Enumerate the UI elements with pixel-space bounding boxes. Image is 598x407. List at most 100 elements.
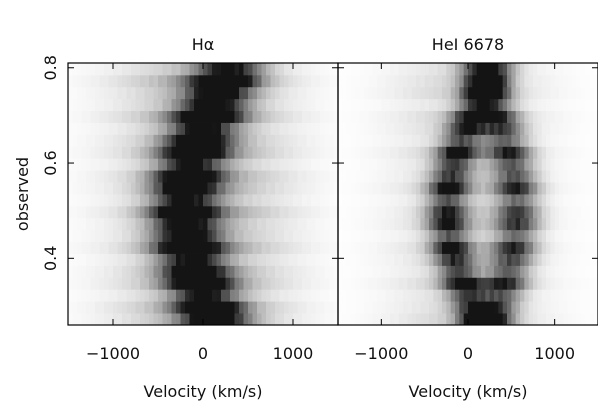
heatmap-cell — [252, 253, 258, 266]
heatmap-cell — [153, 217, 159, 231]
heatmap-cell — [176, 194, 181, 207]
heatmap-cell — [381, 158, 387, 171]
heatmap-cell — [68, 98, 73, 112]
heatmap-cell — [284, 194, 289, 207]
heatmap-cell — [162, 289, 168, 302]
heatmap-cell — [234, 63, 240, 76]
heatmap-cell — [472, 170, 478, 183]
heatmap-cell — [442, 265, 447, 278]
heatmap-cell — [257, 229, 262, 243]
heatmap-cell — [306, 182, 312, 195]
heatmap-cell — [266, 241, 271, 254]
heatmap-cell — [306, 98, 312, 112]
heatmap-cell — [359, 253, 365, 266]
heatmap-cell — [494, 289, 499, 302]
heatmap-cell — [329, 146, 334, 159]
heatmap-cell — [385, 217, 391, 231]
heatmap-cell — [385, 134, 391, 147]
heatmap-cell — [398, 134, 404, 147]
heatmap-cell — [342, 205, 348, 219]
heatmap-cell — [302, 205, 307, 219]
heatmap-cell — [398, 63, 404, 76]
heatmap-cell — [257, 289, 262, 302]
heatmap-cell — [507, 146, 512, 159]
heatmap-cell — [546, 86, 551, 100]
heatmap-cell — [481, 277, 486, 290]
heatmap-cell — [468, 74, 473, 88]
heatmap-cell — [576, 146, 582, 159]
heatmap-cell — [230, 158, 235, 171]
heatmap-cell — [293, 194, 298, 207]
heatmap-cell — [372, 63, 378, 76]
heatmap-cell — [279, 241, 285, 254]
heatmap-cell — [171, 110, 177, 123]
heatmap-cell — [95, 110, 100, 123]
heatmap-cell — [275, 134, 280, 147]
heatmap-cell — [90, 265, 96, 278]
heatmap-cell — [472, 158, 478, 171]
heatmap-cell — [364, 217, 369, 231]
heatmap-cell — [248, 170, 253, 183]
heatmap-cell — [117, 182, 123, 195]
heatmap-cell — [502, 253, 508, 266]
heatmap-cell — [342, 301, 348, 314]
heatmap-cell — [459, 241, 465, 254]
heatmap-cell — [520, 229, 525, 243]
heatmap-cell — [86, 265, 91, 278]
heatmap-cell — [203, 182, 208, 195]
heatmap-cell — [537, 170, 543, 183]
heatmap-cell — [122, 170, 127, 183]
heatmap-cell — [485, 122, 491, 135]
heatmap-cell — [194, 217, 199, 231]
heatmap-cell — [302, 134, 307, 147]
heatmap-cell — [257, 301, 262, 314]
heatmap-cell — [320, 313, 325, 326]
heatmap-cell — [433, 205, 439, 219]
heatmap-cell — [149, 313, 154, 326]
heatmap-cell — [212, 289, 217, 302]
heatmap-cell — [257, 170, 262, 183]
heatmap-cell — [489, 98, 495, 112]
heatmap-cell — [390, 217, 395, 231]
heatmap-cell — [95, 182, 100, 195]
heatmap-cell — [507, 265, 512, 278]
heatmap-cell — [567, 74, 573, 88]
heatmap-cell — [243, 182, 249, 195]
heatmap-cell — [355, 110, 361, 123]
heatmap-cell — [320, 289, 325, 302]
heatmap-cell — [468, 265, 473, 278]
heatmap-cell — [585, 63, 590, 76]
heatmap-cell — [275, 313, 280, 326]
heatmap-cell — [433, 146, 439, 159]
heatmap-cell — [162, 229, 168, 243]
heatmap-cell — [140, 98, 145, 112]
heatmap-cell — [385, 313, 391, 326]
heatmap-cell — [593, 253, 598, 266]
heatmap-cell — [429, 63, 434, 76]
heatmap-cell — [203, 194, 208, 207]
heatmap-cell — [270, 134, 276, 147]
heatmap-cell — [113, 229, 118, 243]
heatmap-cell — [498, 134, 504, 147]
heatmap-cell — [572, 146, 577, 159]
heatmap-cell — [185, 277, 190, 290]
heatmap-cell — [420, 63, 426, 76]
heatmap-cell — [144, 194, 150, 207]
heatmap-cell — [385, 86, 391, 100]
heatmap-cell — [450, 253, 456, 266]
heatmap-cell — [524, 241, 530, 254]
heatmap-cell — [511, 289, 517, 302]
heatmap-cell — [489, 122, 495, 135]
heatmap-cell — [104, 194, 109, 207]
heatmap-cell — [113, 63, 118, 76]
heatmap-cell — [359, 134, 365, 147]
heatmap-cell — [324, 301, 330, 314]
heatmap-cell — [86, 146, 91, 159]
heatmap-cell — [203, 277, 208, 290]
heatmap-cell — [572, 63, 577, 76]
heatmap-cell — [99, 205, 105, 219]
heatmap-cell — [315, 217, 321, 231]
heatmap-cell — [72, 134, 78, 147]
heatmap-cell — [355, 134, 361, 147]
heatmap-cell — [230, 277, 235, 290]
